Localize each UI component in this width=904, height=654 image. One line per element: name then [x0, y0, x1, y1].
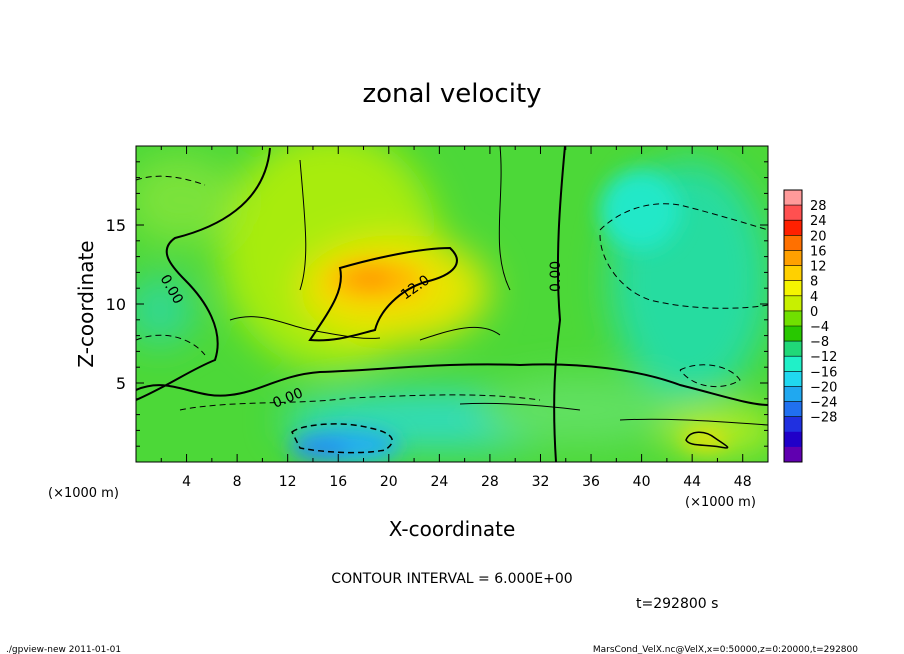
- y-tick-label: 10: [106, 295, 126, 314]
- colorbar-label: −4: [810, 320, 829, 335]
- contour-label: 0.00: [548, 261, 564, 292]
- contour-interval-text: CONTOUR INTERVAL = 6.000E+00: [331, 571, 572, 587]
- x-tick-label: 8: [233, 474, 242, 490]
- colorbar-swatch: [784, 431, 802, 448]
- velocity-field: 0.00 12.0 0.00 0.00: [136, 146, 768, 462]
- colorbar-swatch: [784, 341, 802, 357]
- x-tick-label: 28: [481, 474, 499, 490]
- colorbar-label: −20: [810, 380, 837, 395]
- chart-title: zonal velocity: [362, 79, 541, 109]
- colorbar-swatch: [784, 250, 802, 267]
- x-tick-label: 40: [633, 474, 651, 490]
- colorbar-swatch: [784, 386, 802, 403]
- colorbar-label: 28: [810, 199, 827, 214]
- colorbar-label: 20: [810, 229, 827, 244]
- x-tick-label: 44: [683, 474, 701, 490]
- x-tick-label: 32: [532, 474, 550, 490]
- contour-lines: [136, 146, 768, 462]
- colorbar-label: 12: [810, 260, 827, 275]
- y-axis-label: Z-coordinate: [74, 240, 98, 367]
- x-tick-label: 16: [329, 474, 347, 490]
- colorbar-swatch: [784, 265, 802, 282]
- colorbar-label: 4: [810, 290, 818, 305]
- colorbar-swatch: [784, 310, 802, 327]
- colorbar-swatch: [784, 280, 802, 297]
- x-tick-label: 4: [182, 474, 191, 490]
- colorbar-label: 16: [810, 244, 827, 259]
- x-tick-label: 20: [380, 474, 398, 490]
- colorbar-label: −28: [810, 411, 837, 426]
- x-unit-left: (×1000 m): [48, 486, 119, 501]
- x-axis-ticks: 4 8 12 16 20 24 28 32 36 40 44 48: [135, 146, 769, 490]
- colorbar-label: −24: [810, 396, 837, 411]
- colorbar-label: 8: [810, 275, 818, 290]
- colorbar-label: −8: [810, 335, 829, 350]
- x-tick-label: 48: [734, 474, 752, 490]
- footer-right: MarsCond_VelX.nc@VelX,x=0:50000,z=0:2000…: [593, 645, 858, 654]
- colorbar-swatch: [784, 220, 802, 236]
- colorbar-swatch: [784, 371, 802, 387]
- x-tick-label: 12: [279, 474, 297, 490]
- colorbar-swatch: [784, 326, 802, 342]
- y-tick-label: 15: [106, 216, 126, 235]
- colorbar-swatch: [784, 356, 802, 372]
- colorbar-swatch: [784, 416, 802, 433]
- colorbar-swatch: [784, 446, 802, 463]
- x-unit-right: (×1000 m): [685, 495, 756, 510]
- y-axis-ticks: 5 10 15: [106, 145, 768, 463]
- colorbar-swatch: [784, 295, 802, 312]
- colorbar: [783, 189, 803, 463]
- colorbar-swatch: [784, 401, 802, 418]
- x-tick-label: 24: [430, 474, 448, 490]
- colorbar-label: 0: [810, 305, 818, 320]
- x-axis-label: X-coordinate: [389, 517, 516, 541]
- y-tick-label: 5: [116, 374, 126, 393]
- colorbar-swatch: [784, 235, 802, 251]
- x-tick-label: 36: [582, 474, 600, 490]
- footer-left: ./gpview-new 2011-01-01: [6, 645, 121, 654]
- colorbar-label: 24: [810, 214, 827, 229]
- colorbar-swatch: [784, 190, 802, 206]
- time-text: t=292800 s: [636, 596, 718, 612]
- colorbar-label: −12: [810, 350, 837, 365]
- colorbar-swatch: [784, 205, 802, 221]
- colorbar-label: −16: [810, 365, 837, 380]
